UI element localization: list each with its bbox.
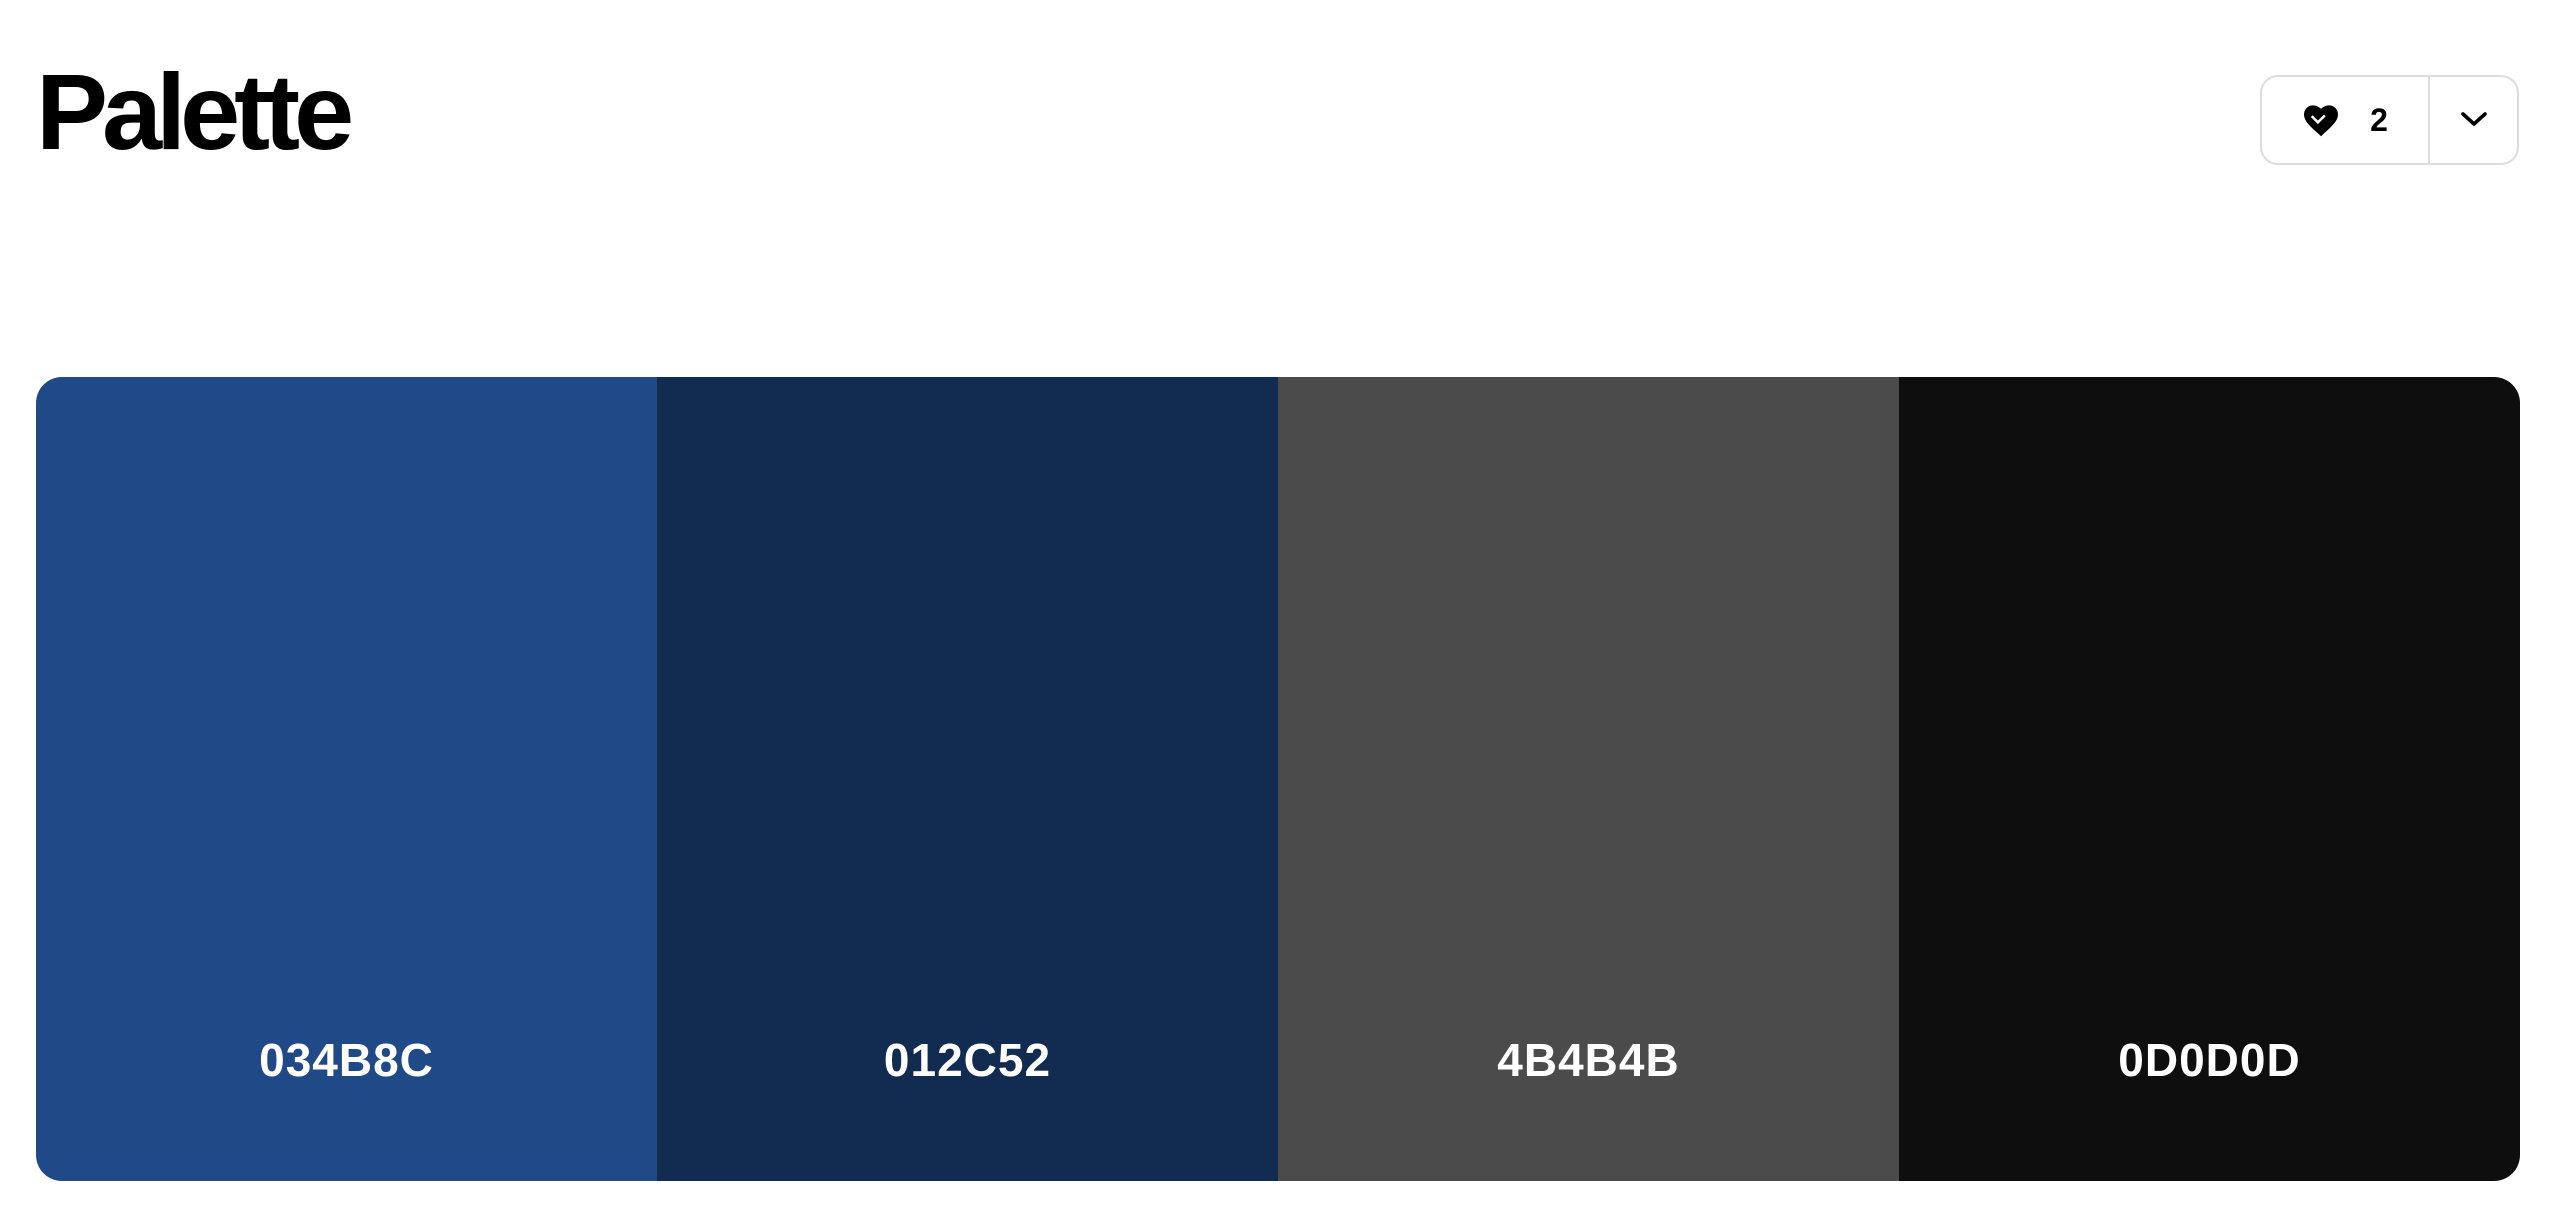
color-swatch-1[interactable]: 034B8C	[36, 377, 657, 1181]
swatch-hex-label: 012C52	[883, 1034, 1052, 1086]
chevron-down-icon	[2460, 112, 2487, 126]
color-swatch-4[interactable]: 0D0D0D	[1899, 377, 2520, 1181]
page-title: Palette	[36, 51, 354, 172]
swatch-hex-label: 0D0D0D	[2118, 1034, 2301, 1086]
heart-icon	[2304, 105, 2339, 137]
color-palette: 034B8C 012C52 4B4B4B 0D0D0D	[36, 377, 2520, 1181]
palette-actions: 2	[2260, 75, 2519, 165]
like-count: 2	[2370, 101, 2388, 138]
like-button[interactable]: 2	[2262, 77, 2430, 163]
swatch-hex-label: 034B8C	[259, 1034, 434, 1086]
more-options-button[interactable]	[2430, 77, 2517, 163]
swatch-hex-label: 4B4B4B	[1497, 1034, 1680, 1086]
color-swatch-2[interactable]: 012C52	[657, 377, 1278, 1181]
color-swatch-3[interactable]: 4B4B4B	[1278, 377, 1899, 1181]
